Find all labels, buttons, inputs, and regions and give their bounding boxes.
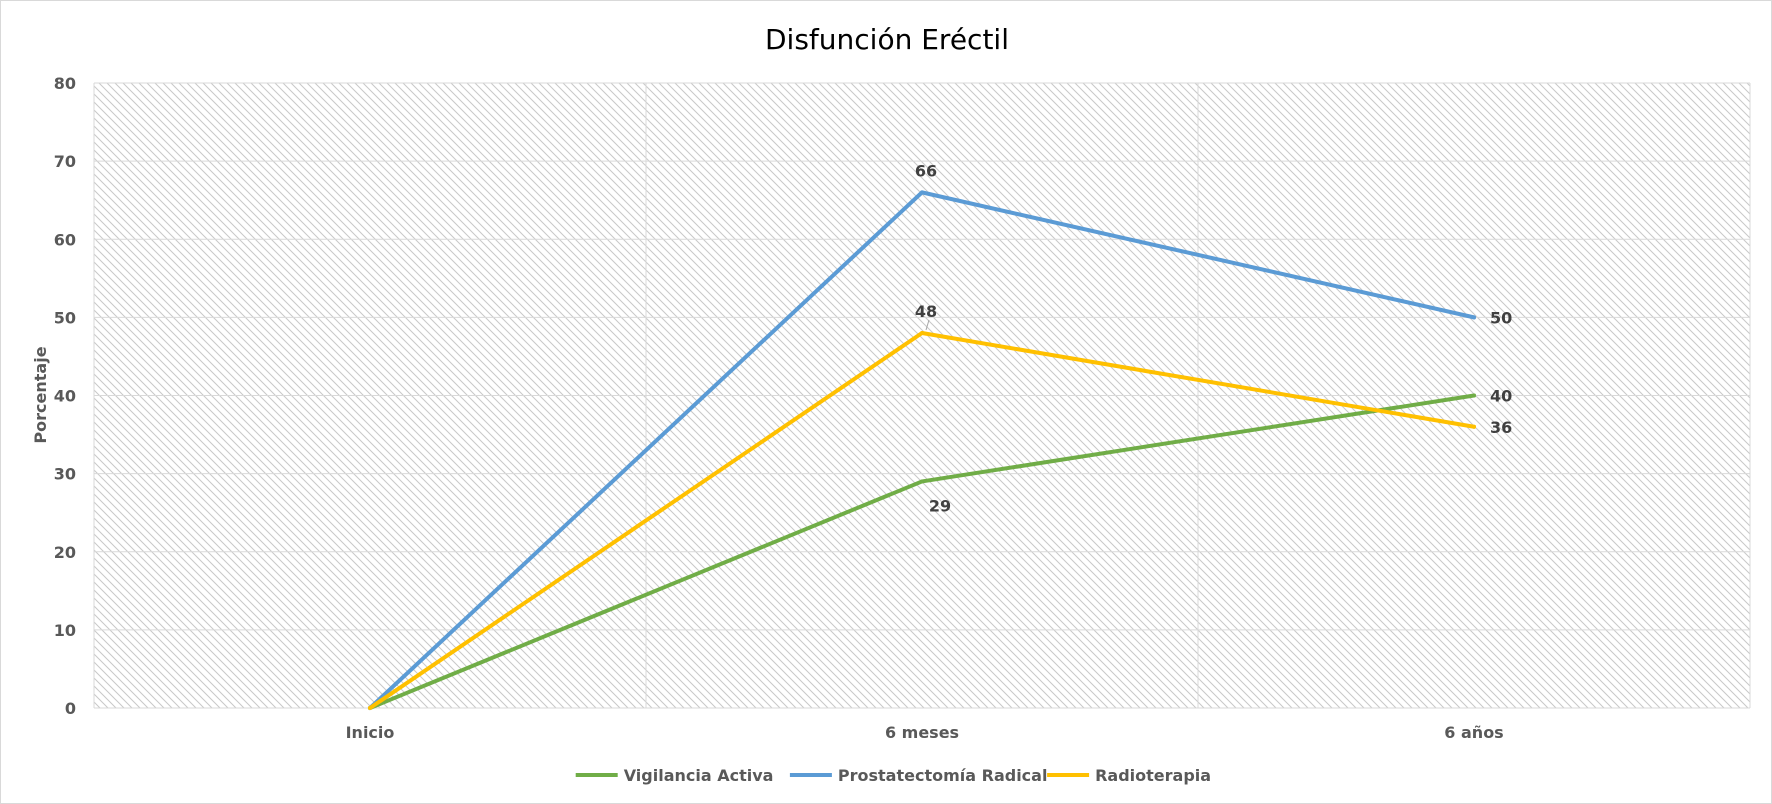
data-label-vigilancia-activa: 40 (1490, 387, 1512, 406)
data-label-radioterapia: 36 (1490, 418, 1512, 437)
data-label-radioterapia: 48 (915, 302, 937, 321)
gridlines (93, 82, 1751, 709)
data-label-leader-line (925, 319, 930, 331)
data-point-prostatectomia-radical (920, 190, 924, 195)
x-tick-label: 6 años (1444, 723, 1503, 742)
legend-label-radioterapia: Radioterapia (1095, 766, 1211, 785)
x-tick-label: Inicio (346, 723, 395, 742)
y-axis-title: Porcentaje (31, 346, 50, 443)
y-tick-label: 40 (54, 387, 76, 406)
series-lines (368, 190, 1476, 710)
data-labels: 29 40 66 50 48 36 (915, 161, 1512, 515)
data-point-vigilancia-activa (1472, 393, 1476, 398)
y-tick-label: 50 (54, 308, 76, 327)
y-tick-label: 30 (54, 465, 76, 484)
data-point-radioterapia (920, 331, 924, 335)
legend-label-prostatectomia-radical: Prostatectomía Radical (838, 766, 1048, 785)
y-tick-label: 60 (54, 230, 76, 249)
data-label-prostatectomia-radical: 50 (1490, 308, 1512, 327)
y-tick-label: 70 (54, 152, 76, 171)
data-point-prostatectomia-radical (1472, 315, 1476, 320)
legend: Vigilancia Activa Prostatectomía Radical R… (575, 766, 1211, 785)
y-axis-ticks: 0 10 20 30 40 50 60 70 80 (54, 74, 76, 718)
x-axis-ticks: Inicio 6 meses 6 años (346, 723, 1504, 742)
chart-title: Disfunción Eréctil (765, 23, 1009, 56)
data-point-radioterapia (1472, 424, 1476, 429)
x-tick-label: 6 meses (885, 723, 959, 742)
y-tick-label: 0 (65, 699, 76, 718)
data-label-prostatectomia-radical: 66 (915, 161, 937, 180)
data-label-vigilancia-activa: 29 (929, 496, 951, 515)
legend-label-vigilancia-activa: Vigilancia Activa (624, 766, 774, 785)
y-tick-label: 20 (54, 543, 76, 562)
data-point-vigilancia-activa (920, 479, 924, 484)
y-tick-label: 80 (54, 74, 76, 93)
data-point-radioterapia (368, 706, 372, 710)
y-tick-label: 10 (54, 621, 76, 640)
